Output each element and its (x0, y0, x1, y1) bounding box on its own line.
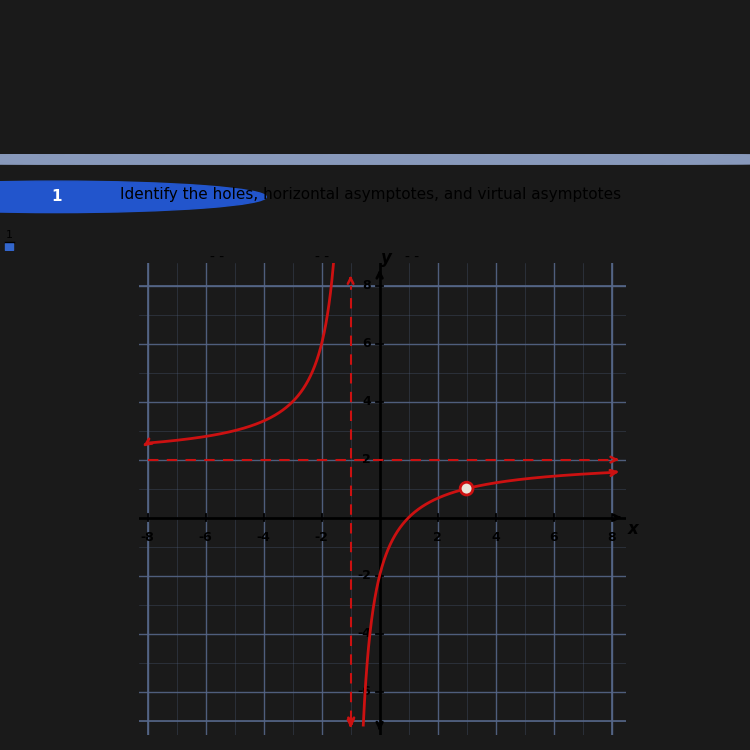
Text: -4: -4 (256, 531, 271, 544)
Text: 4: 4 (491, 531, 500, 544)
Circle shape (518, 156, 750, 163)
Text: - -: - - (211, 250, 224, 264)
Text: 6: 6 (362, 338, 371, 350)
Circle shape (465, 156, 735, 163)
Text: -6: -6 (199, 531, 212, 544)
Text: - -: - - (316, 250, 329, 264)
Text: 8: 8 (362, 279, 371, 292)
Text: 8: 8 (608, 531, 616, 544)
Circle shape (45, 156, 315, 163)
Circle shape (255, 156, 525, 163)
Text: -8: -8 (141, 531, 154, 544)
Text: -2: -2 (357, 569, 371, 582)
Text: 1: 1 (51, 190, 62, 205)
Circle shape (413, 156, 682, 163)
Circle shape (308, 156, 578, 163)
Circle shape (570, 156, 750, 163)
Circle shape (0, 156, 210, 163)
Circle shape (460, 482, 473, 495)
Text: 6: 6 (549, 531, 558, 544)
Text: 4: 4 (362, 395, 371, 408)
Circle shape (0, 156, 262, 163)
Circle shape (0, 182, 266, 213)
Text: - -: - - (406, 250, 419, 264)
Bar (4, 243, 13, 250)
Text: y: y (382, 249, 392, 267)
Circle shape (98, 156, 368, 163)
Circle shape (150, 156, 420, 163)
Text: 2: 2 (433, 531, 442, 544)
Text: -2: -2 (315, 531, 328, 544)
Text: 2: 2 (362, 453, 371, 466)
Text: -4: -4 (357, 627, 371, 640)
Text: Identify the holes, horizontal asymptotes, and virtual asymptotes: Identify the holes, horizontal asymptote… (120, 187, 621, 202)
Text: x: x (628, 520, 638, 538)
Circle shape (0, 156, 158, 163)
Circle shape (202, 156, 472, 163)
Text: 1: 1 (5, 230, 13, 241)
Circle shape (360, 156, 630, 163)
Text: -6: -6 (357, 685, 371, 698)
